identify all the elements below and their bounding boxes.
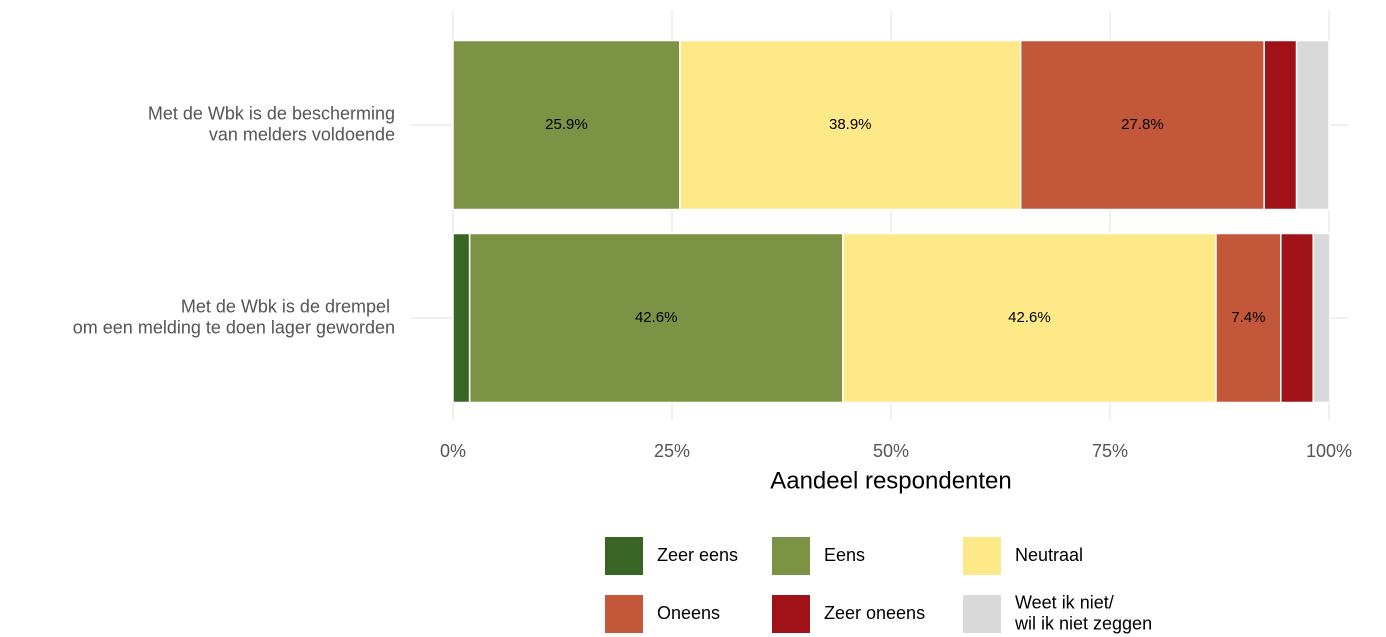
- data-label: 42.6%: [635, 309, 678, 326]
- bar-segment: [468, 232, 844, 404]
- bar-segment: [452, 232, 471, 404]
- data-label: 25.9%: [545, 116, 588, 133]
- bar-segment: [679, 39, 1022, 211]
- bar-segment: [1019, 39, 1265, 211]
- bar-segment: [1295, 39, 1330, 211]
- legend-label: Zeer eens: [657, 545, 738, 565]
- bar-segment: [842, 232, 1217, 404]
- bar-segment: [1215, 232, 1282, 404]
- x-tick-label: 50%: [873, 441, 909, 461]
- data-label: 38.9%: [829, 116, 872, 133]
- data-label: 42.6%: [1008, 309, 1051, 326]
- bar-segment: [1263, 39, 1298, 211]
- legend-label: Weet ik niet/wil ik niet zeggen: [1014, 592, 1152, 633]
- bar-segment: [1312, 232, 1331, 404]
- data-label: 27.8%: [1121, 116, 1164, 133]
- x-tick-label: 0%: [440, 441, 466, 461]
- x-tick-label: 25%: [654, 441, 690, 461]
- data-label: 7.4%: [1231, 309, 1265, 326]
- legend-label: Zeer oneens: [824, 603, 925, 623]
- x-tick-label: 100%: [1306, 441, 1352, 461]
- y-tick-label: Met de Wbk is de drempel om een melding …: [73, 296, 395, 337]
- legend-swatch: [963, 537, 1001, 575]
- legend-swatch: [605, 595, 643, 633]
- bar-segment: [1280, 232, 1314, 404]
- legend-label: Oneens: [657, 603, 720, 623]
- legend-swatch: [605, 537, 643, 575]
- legend-label: Neutraal: [1015, 545, 1083, 565]
- bar-segment: [452, 39, 681, 211]
- legend-swatch: [963, 595, 1001, 633]
- y-tick-label: Met de Wbk is de bescherming van melders …: [148, 103, 395, 144]
- legend-label: Eens: [824, 545, 865, 565]
- x-tick-label: 75%: [1092, 441, 1128, 461]
- x-axis-title: Aandeel respondenten: [770, 467, 1012, 494]
- legend-swatch: [772, 595, 810, 633]
- legend-swatch: [772, 537, 810, 575]
